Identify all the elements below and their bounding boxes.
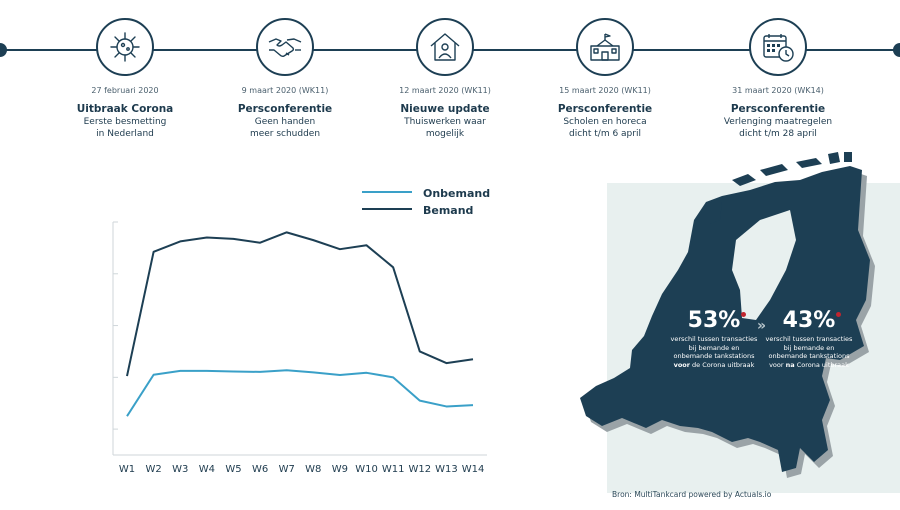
- legend-label: Bemand: [423, 204, 473, 217]
- x-tick-label-w2: W2: [145, 464, 161, 475]
- timeline-event-extension: 31 maart 2020 (WK14) Persconferentie Ver…: [698, 18, 858, 140]
- line-chart: W1 W2 W3 W4 W5 W6 W7 W8 W9 W10 W11 W12 W13 W14 Onbema…: [112, 187, 490, 475]
- stat-before-caption: verschil tussen transacties bij bemande …: [670, 335, 758, 369]
- calendar-clock-icon: [749, 18, 807, 76]
- event-description: Scholen en horeca dicht t/m 6 april: [563, 117, 647, 139]
- legend-item-onbemand: Onbemand: [362, 187, 490, 200]
- netherlands-map: [580, 152, 875, 478]
- event-title: Persconferentie: [237, 103, 333, 115]
- timeline-start-dot: [0, 43, 7, 57]
- accent-dot: [741, 312, 747, 317]
- timeline: 27 februari 2020 Uitbraak Corona Eerste …: [0, 0, 900, 160]
- x-tick-labels: W1 W2 W3 W4 W5 W6 W7 W8 W9 W10 W11 W12 W13 W14: [119, 464, 484, 475]
- x-tick-label-w12: W12: [408, 464, 431, 475]
- x-tick-label-w14: W14: [462, 464, 485, 475]
- event-title: Persconferentie: [730, 103, 826, 115]
- stat-after-value: 43%: [783, 308, 842, 333]
- x-tick-label-w7: W7: [279, 464, 295, 475]
- event-description: Thuiswerken waar mogelijk: [404, 117, 486, 139]
- timeline-event-outbreak: 27 februari 2020 Uitbraak Corona Eerste …: [45, 18, 205, 140]
- chevron-right-icon: »: [757, 318, 767, 334]
- legend-label: Onbemand: [423, 187, 490, 200]
- series-line-onbemand: [126, 369, 474, 417]
- legend-item-bemand: Bemand: [362, 204, 473, 217]
- timeline-event-no-handshake: 9 maart 2020 (WK11) Persconferentie Geen…: [205, 18, 365, 140]
- event-title: Uitbraak Corona: [76, 103, 174, 115]
- x-tick-label-w1: W1: [119, 464, 135, 475]
- virus-icon: [96, 18, 154, 76]
- source-note: Bron: MultiTankcard powered by Actuals.i…: [612, 490, 772, 499]
- timeline-event-schools-closed: 15 maart 2020 (WK11) Persconferentie Sch…: [525, 18, 685, 140]
- home-office-icon: [416, 18, 474, 76]
- stat-before-value: 53%: [688, 308, 747, 333]
- accent-dot: [836, 312, 842, 317]
- stat-after-caption: verschil tussen transacties bij bemande …: [765, 335, 853, 369]
- map-land: [580, 152, 870, 472]
- event-description: Verlenging maatregelen dicht t/m 28 apri…: [723, 117, 833, 139]
- x-tick-label-w6: W6: [252, 464, 268, 475]
- stat-before: 53% verschil tussen transacties bij bema…: [664, 308, 764, 369]
- x-tick-label-w5: W5: [225, 464, 241, 475]
- event-date: 31 maart 2020 (WK14): [732, 86, 824, 95]
- handshake-icon: [256, 18, 314, 76]
- timeline-event-work-from-home: 12 maart 2020 (WK11) Nieuwe update Thuis…: [365, 18, 525, 140]
- x-tick-label-w10: W10: [355, 464, 378, 475]
- timeline-end-dot: [893, 43, 900, 57]
- legend: Onbemand Bemand: [362, 187, 490, 217]
- x-tick-label-w3: W3: [172, 464, 188, 475]
- event-date: 9 maart 2020 (WK11): [241, 86, 329, 95]
- y-ticks: [113, 221, 118, 430]
- school-icon: [576, 18, 634, 76]
- event-description: Eerste besmetting in Nederland: [83, 117, 167, 139]
- series-lines: [126, 231, 474, 417]
- series-line-bemand: [126, 231, 474, 377]
- map-water: [732, 210, 796, 320]
- event-title: Persconferentie: [557, 103, 653, 115]
- x-tick-label-w4: W4: [199, 464, 215, 475]
- event-date: 12 maart 2020 (WK11): [399, 86, 491, 95]
- stat-after: 43% verschil tussen transacties bij bema…: [759, 308, 859, 369]
- x-tick-label-w11: W11: [382, 464, 405, 475]
- event-description: Geen handen meer schudden: [249, 117, 321, 139]
- x-tick-label-w8: W8: [305, 464, 321, 475]
- event-date: 15 maart 2020 (WK11): [559, 86, 651, 95]
- event-date: 27 februari 2020: [91, 86, 159, 95]
- event-title: Nieuwe update: [400, 103, 490, 115]
- x-tick-label-w9: W9: [332, 464, 348, 475]
- x-tick-label-w13: W13: [435, 464, 458, 475]
